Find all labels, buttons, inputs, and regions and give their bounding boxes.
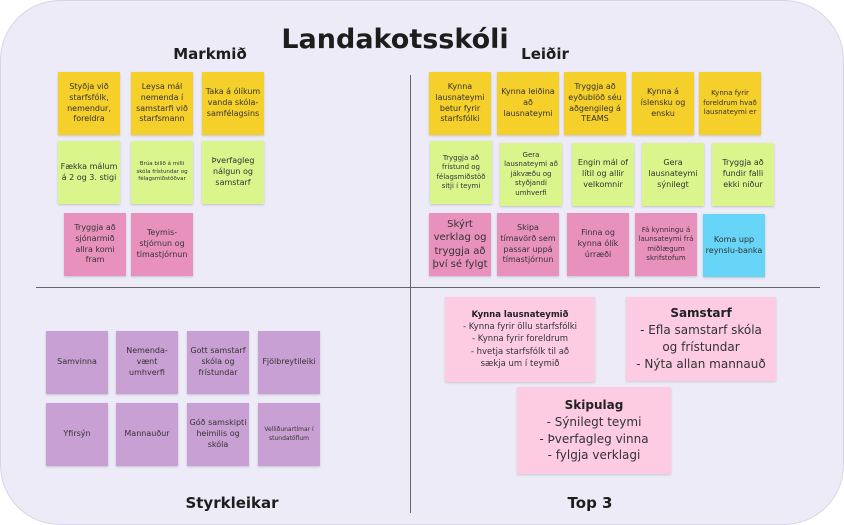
sticky-note[interactable]: Velliðunartímar í stundatöflum: [258, 403, 320, 466]
sticky-note[interactable]: Þverfagleg nálgun og samstarf: [202, 141, 264, 204]
sticky-note[interactable]: Tryggja að frístund og félagsmiðstöð sit…: [430, 141, 492, 204]
top3-card-kynna[interactable]: Kynna lausnateymið - Kynna fyrir öllu st…: [445, 297, 595, 382]
sticky-note[interactable]: Leysa mál nemenda í samstarfi við starfs…: [131, 72, 193, 135]
sticky-note[interactable]: Engin mál of lítil og allir velkomnir: [572, 143, 634, 206]
sticky-note[interactable]: Skýrt verklag og tryggja að því sé fylgt: [429, 213, 491, 276]
sticky-note[interactable]: Kynna fyrir foreldrum hvað lausnateymi e…: [699, 72, 761, 135]
sticky-note[interactable]: Gera lausnateymi sýnilegt: [642, 143, 704, 206]
top3-card-skipulag[interactable]: Skipulag - Sýnilegt teymi - Þverfagleg v…: [517, 387, 671, 474]
top3-line: - Efla samstarf skóla og frístundar: [640, 323, 762, 354]
horizontal-divider: [36, 287, 820, 288]
sticky-note[interactable]: Styðja við starfsfólk, nemendur, foreldr…: [58, 72, 120, 135]
sticky-note[interactable]: Tryggja að fundir falli ekki niður: [712, 143, 774, 206]
sticky-note[interactable]: Tryggja að sjónarmið allra komi fram: [64, 213, 126, 276]
sticky-note[interactable]: Yfirsýn: [46, 403, 108, 466]
top3-line: - Sýnilegt teymi: [546, 414, 642, 429]
top3-line: - fylgja verklagi: [547, 448, 641, 463]
section-top3-heading: Top 3: [567, 494, 613, 512]
sticky-note[interactable]: Tryggja að eyðublöð séu aðgengileg á TEA…: [564, 72, 626, 135]
sticky-note[interactable]: Koma upp reynslu-banka: [703, 214, 765, 277]
section-styrkleikar-heading: Styrkleikar: [185, 494, 279, 512]
sticky-note[interactable]: Gera lausnateymi að jákvæðu og styðjandi…: [500, 143, 562, 206]
top3-card-title: Skipulag: [564, 397, 624, 412]
sticky-note[interactable]: Kynna lausnateymi betur fyrir starfsfólk…: [429, 72, 491, 135]
sticky-note[interactable]: Mannauður: [116, 403, 178, 466]
sticky-note[interactable]: Nemenda-vænt umhverfi: [116, 331, 178, 394]
top3-line: - Kynna fyrir öllu starfsfólki: [462, 322, 578, 333]
top3-card-samstarf[interactable]: Samstarf - Efla samstarf skóla og frístu…: [626, 297, 776, 381]
sticky-note[interactable]: Teymis-stjórnun og tímastjórnun: [131, 213, 193, 276]
sticky-note[interactable]: Gott samstarf skóla og frístundar: [187, 331, 249, 394]
section-markmid-heading: Markmið: [173, 45, 247, 63]
sticky-note[interactable]: Taka á ólíkum vanda skóla-samfélagsins: [202, 72, 264, 135]
top3-line: - hvetja starfsfólk til að sækja um í te…: [470, 346, 570, 369]
top3-card-title: Samstarf: [670, 306, 732, 321]
section-leidir-heading: Leiðir: [521, 45, 569, 63]
sticky-note[interactable]: Fjölbreytileiki: [258, 331, 320, 394]
sticky-note[interactable]: Finna og kynna ólík úrræði: [567, 213, 629, 276]
sticky-note[interactable]: Brúa bilið á milli skóla frístundar og f…: [131, 141, 193, 204]
sticky-note[interactable]: Góð samskipti heimilis og skóla: [187, 403, 249, 466]
board-title: Landakotsskóli: [281, 24, 509, 55]
sticky-note[interactable]: Fá kynningu á launsateymi frá miðlægum s…: [635, 213, 697, 276]
sticky-note[interactable]: Kynna leiðina að lausnateymi: [497, 72, 559, 135]
top3-line: - Þverfagleg vinna: [539, 431, 649, 446]
top3-line: - Nýta allan mannauð: [636, 356, 766, 371]
sticky-note[interactable]: Kynna á íslensku og ensku: [632, 72, 694, 135]
vertical-divider: [410, 75, 411, 513]
sticky-note[interactable]: Fækka málum á 2 og 3. stigi: [58, 141, 120, 204]
sticky-note[interactable]: Samvinna: [46, 331, 108, 394]
top3-card-title: Kynna lausnateymið: [471, 309, 569, 320]
sticky-note[interactable]: Skipa tímavörð sem passar uppá tímastjór…: [497, 213, 559, 276]
top3-line: - Kynna fyrir foreldrum: [471, 334, 568, 345]
